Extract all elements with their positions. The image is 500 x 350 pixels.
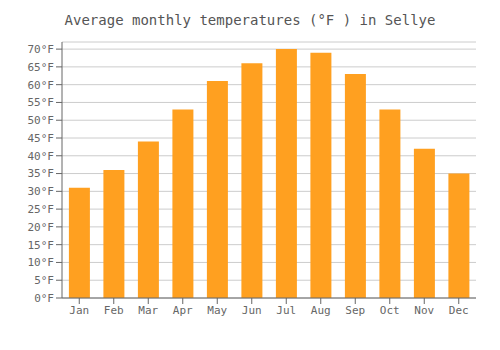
svg-text:Jun: Jun <box>242 304 262 317</box>
svg-text:Apr: Apr <box>173 304 193 317</box>
svg-text:Mar: Mar <box>138 304 158 317</box>
svg-text:Dec: Dec <box>449 304 469 317</box>
svg-text:0°F: 0°F <box>34 292 54 305</box>
svg-text:65°F: 65°F <box>28 61 55 74</box>
svg-text:5°F: 5°F <box>34 274 54 287</box>
svg-text:Nov: Nov <box>414 304 434 317</box>
svg-text:Aug: Aug <box>311 304 331 317</box>
svg-text:50°F: 50°F <box>28 114 55 127</box>
svg-text:55°F: 55°F <box>28 96 55 109</box>
svg-text:35°F: 35°F <box>28 167 55 180</box>
svg-text:Jan: Jan <box>69 304 89 317</box>
svg-text:70°F: 70°F <box>28 43 55 56</box>
svg-text:60°F: 60°F <box>28 79 55 92</box>
svg-text:40°F: 40°F <box>28 150 55 163</box>
svg-text:25°F: 25°F <box>28 203 55 216</box>
svg-text:Jul: Jul <box>276 304 296 317</box>
svg-text:45°F: 45°F <box>28 132 55 145</box>
svg-text:Oct: Oct <box>380 304 400 317</box>
html-text:Average monthly temperatures (: Average monthly temperatures (°F ) in Se… <box>64 12 436 28</box>
svg-text:10°F: 10°F <box>28 256 55 269</box>
svg-text:Feb: Feb <box>104 304 124 317</box>
svg-text:30°F: 30°F <box>28 185 55 198</box>
svg-text:20°F: 20°F <box>28 221 55 234</box>
svg-text:15°F: 15°F <box>28 239 55 252</box>
svg-text:Sep: Sep <box>345 304 365 317</box>
svg-text:May: May <box>207 304 227 317</box>
